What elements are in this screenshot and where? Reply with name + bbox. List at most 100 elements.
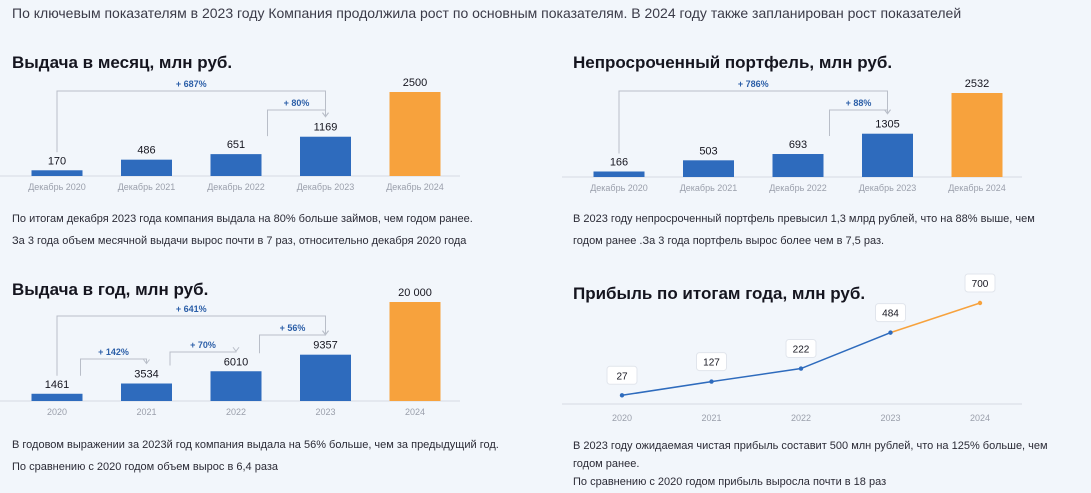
panel-title-yearly-issuance: Выдача в год, млн руб. <box>12 280 209 299</box>
growth-bracket <box>80 358 147 376</box>
bar-value-label: 651 <box>227 139 245 151</box>
growth-arrow-head <box>322 112 329 118</box>
x-tick-label: Декабрь 2020 <box>28 182 86 192</box>
chart-yearly-issuance: 1461 2020 3534 2021 6010 2022 9357 2023 20 000 20… <box>0 287 460 417</box>
data-label-box <box>875 303 906 323</box>
x-tick-label: 2023 <box>880 413 900 423</box>
bar-value-label: 6010 <box>224 356 248 368</box>
bar <box>121 159 172 176</box>
growth-label: + 88% <box>846 98 872 108</box>
x-tick-label: 2020 <box>612 413 632 423</box>
data-point <box>709 379 714 384</box>
bar-value-label: 9357 <box>313 340 337 352</box>
x-tick-label: Декабрь 2023 <box>859 183 917 193</box>
data-label: 484 <box>882 309 899 320</box>
bar-value-label: 2500 <box>403 77 427 89</box>
data-label: 700 <box>972 279 989 290</box>
bar-value-label: 170 <box>48 155 66 167</box>
x-tick-label: Декабрь 2023 <box>297 182 355 192</box>
chart-portfolio: 166 Декабрь 2020 503 Декабрь 2021 693 Декабрь… <box>562 78 1022 193</box>
x-tick-label: Декабрь 2022 <box>207 182 265 192</box>
growth-bracket <box>56 315 326 376</box>
x-tick-label: Декабрь 2022 <box>769 183 827 193</box>
growth-label: + 80% <box>284 98 310 108</box>
bar-value-label: 3534 <box>134 369 158 381</box>
data-label: 127 <box>703 358 720 369</box>
bar-value-label: 1461 <box>45 379 69 391</box>
panel-note-monthly-2: За 3 года объем месячной выдачи вырос по… <box>12 235 467 247</box>
bar <box>389 92 441 176</box>
series-line <box>621 331 891 397</box>
x-tick-label: 2021 <box>701 413 721 423</box>
panel-note-portfolio-2: годом ранее .За 3 года портфель вырос бо… <box>573 235 885 247</box>
x-tick-label: 2023 <box>315 407 335 417</box>
growth-label: + 786% <box>738 79 769 89</box>
growth-arrow-head <box>143 359 150 365</box>
bar <box>31 170 83 176</box>
bar-value-label: 486 <box>137 145 155 157</box>
bar <box>300 354 351 401</box>
growth-label: + 641% <box>176 304 207 314</box>
x-tick-label: Декабрь 2024 <box>386 182 444 192</box>
growth-arrow-head <box>322 330 329 336</box>
bar-value-label: 693 <box>789 139 807 151</box>
series-line-forecast <box>890 302 981 334</box>
growth-label: + 70% <box>190 340 216 350</box>
data-point <box>619 393 625 398</box>
x-tick-label: 2024 <box>970 413 990 423</box>
data-point <box>798 366 804 371</box>
data-label: 27 <box>616 371 628 382</box>
data-label-box <box>606 365 638 385</box>
growth-bracket <box>267 109 326 137</box>
bar-value-label: 503 <box>699 145 717 157</box>
panel-note-profit-1: В 2023 году ожидаемая чистая прибыль сос… <box>573 440 1048 470</box>
panel-title-portfolio: Непросроченный портфель, млн руб. <box>573 53 893 72</box>
data-point <box>888 330 893 335</box>
panel-note-profit-2: По сравнению с 2020 годом прибыль выросл… <box>573 476 887 488</box>
x-tick-label: Декабрь 2024 <box>948 183 1006 193</box>
bar-value-label: 1305 <box>875 119 899 131</box>
x-tick-label: Декабрь 2020 <box>590 183 648 193</box>
x-tick-label: 2020 <box>47 407 67 417</box>
data-point <box>977 300 983 306</box>
panel-note-yearly-1: В годовом выражении за 2023й год компани… <box>12 439 499 451</box>
growth-label: + 687% <box>176 79 207 89</box>
x-tick-label: Декабрь 2021 <box>118 182 176 192</box>
chart-monthly-issuance: 170 Декабрь 2020 486 Декабрь 2021 651 Декабрь… <box>0 77 460 192</box>
bar <box>862 133 913 177</box>
x-tick-label: 2022 <box>791 413 811 423</box>
x-tick-label: 2022 <box>226 407 246 417</box>
bar <box>121 383 172 401</box>
bar <box>772 154 824 177</box>
bar-value-label: 166 <box>610 156 628 168</box>
growth-label: + 142% <box>98 347 129 357</box>
data-label-box <box>964 273 996 293</box>
bar <box>210 371 262 401</box>
panel-note-portfolio-1: В 2023 году непросроченный портфель прев… <box>573 213 1035 225</box>
bar <box>31 393 83 401</box>
data-label: 222 <box>793 345 810 356</box>
bar-value-label: 20 000 <box>398 287 432 299</box>
panel-note-yearly-2: По сравнению с 2020 годом объем вырос в … <box>12 461 278 473</box>
panel-title-profit: Прибыль по итогам года, млн руб. <box>573 284 866 303</box>
growth-bracket <box>618 90 888 154</box>
panel-note-monthly-1: По итогам декабря 2023 года компания выд… <box>12 213 473 225</box>
bar <box>593 171 645 177</box>
page-headline: По ключевым показателям в 2023 году Комп… <box>12 5 962 21</box>
bar <box>389 302 441 401</box>
bar <box>951 93 1003 177</box>
growth-label: + 56% <box>280 323 306 333</box>
growth-bracket <box>829 109 888 137</box>
growth-bracket <box>56 90 326 153</box>
growth-arrow-head <box>232 346 240 353</box>
growth-arrow-head <box>884 109 891 115</box>
chart-profit: 27 2020 127 2021 222 2022 484 2023 700 2024 <box>562 273 1022 423</box>
x-tick-label: 2021 <box>136 407 156 417</box>
x-tick-label: Декабрь 2021 <box>680 183 738 193</box>
bar-value-label: 2532 <box>965 78 989 90</box>
data-label-box <box>785 339 817 359</box>
x-tick-label: 2024 <box>405 407 425 417</box>
bar-value-label: 1169 <box>314 122 338 134</box>
bar <box>300 136 351 176</box>
bar <box>683 160 734 177</box>
